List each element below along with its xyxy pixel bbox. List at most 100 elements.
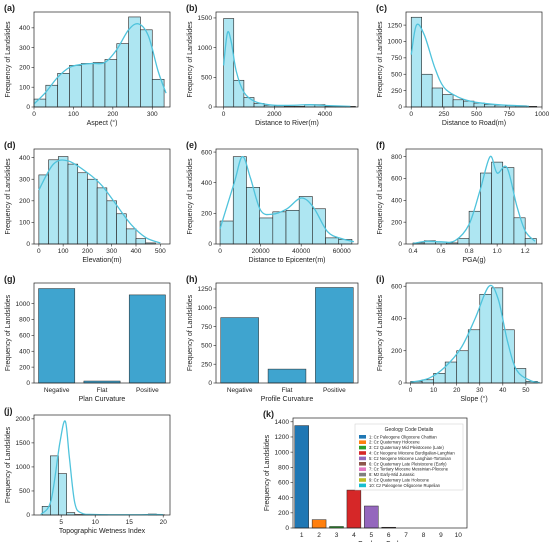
chart-i-bar: [467, 329, 481, 384]
chart-e-xtick-label: 60000: [333, 248, 351, 255]
chart-d-xtick-label: 100: [58, 248, 69, 255]
chart-k-bar: [311, 519, 327, 529]
chart-c-xtick-label: 750: [504, 111, 515, 118]
chart-e-kde-line: [219, 156, 355, 243]
chart-g-ytick-label: 0: [26, 380, 30, 387]
chart-k-legend-swatch: [359, 462, 366, 466]
chart-g-ytick-label: 800: [19, 317, 30, 324]
chart-k-xtick-label: 8: [422, 532, 426, 539]
chart-a-bar: [116, 43, 129, 108]
chart-f-ylabel: Frequency of Landslides: [377, 158, 384, 235]
chart-d-ylabel: Frequency of Landslides: [5, 158, 12, 235]
chart-k-legend-entry: 2: Cz Quaternary Holocene: [369, 440, 420, 445]
chart-d-ytick-label: 0: [26, 241, 30, 248]
chart-e-bar: [272, 211, 287, 245]
chart-a-ylabel: Frequency of Landslides: [5, 21, 12, 98]
chart-h-frame: [215, 282, 359, 384]
chart-k-legend-title: Geology Code Details: [385, 427, 434, 433]
chart-k-xtick-label: 3: [335, 532, 339, 539]
chart-g-ytick-label: 600: [19, 333, 30, 340]
chart-k-legend-box: [354, 423, 464, 491]
chart-k-ylabel: Frequency of Landslides: [264, 434, 271, 511]
chart-e-bar: [232, 156, 247, 245]
chart-h-xtick-label: Negative: [227, 387, 253, 394]
chart-h-xtick-label: Positive: [323, 387, 346, 394]
chart-c-ytick-label: 0: [398, 104, 402, 111]
chart-i-xtick-label: 50: [522, 387, 530, 394]
chart-g-ylabel: Frequency of Landslides: [5, 294, 12, 371]
chart-a-ytick-label: 200: [19, 65, 30, 72]
chart-d-panel-label: (d): [4, 140, 16, 150]
chart-c-bar: [452, 99, 464, 108]
chart-b-xtick-label: 0: [222, 111, 226, 118]
chart-d-bar: [135, 238, 147, 245]
chart-j-ytick-label: 500: [19, 488, 30, 495]
chart-k-xtick-label: 1: [300, 532, 304, 539]
chart-k-ytick-label: 800: [278, 465, 289, 472]
chart-k-legend-swatch: [359, 483, 366, 488]
chart-g-ytick-label: 400: [19, 348, 30, 355]
chart-i-xtick-label: 20: [453, 387, 461, 394]
chart-k-ytick-label: 1000: [275, 449, 290, 456]
chart-c-frame: [405, 11, 543, 108]
chart-a-xtick-label: 0: [32, 111, 36, 118]
chart-j-xtick-label: 10: [92, 519, 100, 526]
chart-a-frame: [33, 11, 171, 108]
chart-d-kde-line: [38, 159, 161, 244]
chart-d-xlabel: Elevation(m): [82, 257, 121, 264]
chart-d-xtick-label: 0: [37, 248, 41, 255]
chart-f-xtick-label: 0.6: [437, 248, 446, 255]
chart-g-xlabel: Plan Curvature: [79, 396, 126, 403]
chart-a-ytick-label: 100: [19, 84, 30, 91]
chart-d-ytick-label: 200: [19, 198, 30, 205]
chart-b-xtick-label: 4000: [318, 111, 333, 118]
chart-k-ytick-label: 1400: [275, 419, 290, 426]
chart-b-ytick-label: 1500: [198, 15, 213, 22]
chart-f-ytick-label: 200: [391, 219, 402, 226]
chart-c-xtick-label: 0: [409, 111, 413, 118]
chart-d-bar: [96, 187, 108, 245]
chart-h-ytick-label: 750: [201, 324, 212, 331]
chart-h-ylabel: Frequency of Landslides: [187, 294, 194, 371]
chart-g-xtick-label: Positive: [136, 387, 159, 394]
chart-j-ytick-label: 2000: [16, 416, 31, 423]
chart-k-legend-swatch: [359, 451, 366, 455]
chart-a-xtick-label: 100: [68, 111, 79, 118]
chart-a-xtick-label: 200: [107, 111, 118, 118]
chart-c-panel-label: (c): [376, 3, 387, 13]
chart-c-bar: [421, 73, 433, 108]
chart-a-bar: [128, 16, 141, 108]
chart-k-legend-entry: 1: Cz Paleogene Oligocene Chattian: [369, 434, 437, 439]
chart-h-bar: [315, 287, 354, 384]
chart-f-xtick-label: 0.4: [408, 248, 417, 255]
chart-k-legend-swatch: [359, 467, 366, 471]
chart-e-xlabel: Distance to Epicenter(m): [248, 257, 325, 264]
chart-f-ytick-label: 600: [391, 176, 402, 183]
chart-g-ytick-label: 200: [19, 364, 30, 371]
chart-d-ytick-label: 400: [19, 155, 30, 162]
chart-e-ytick-label: 0: [208, 241, 212, 248]
chart-k-ytick-label: 200: [278, 510, 289, 517]
chart-k-bar: [346, 489, 362, 529]
chart-c-xlabel: Distance to Road(m): [442, 120, 506, 127]
chart-j-panel-label: (j): [4, 406, 13, 416]
chart-h-ytick-label: 500: [201, 343, 212, 350]
chart-a-bar: [81, 63, 94, 108]
chart-c-ytick-label: 1000: [388, 39, 403, 46]
chart-a-ytick-label: 400: [19, 25, 30, 32]
chart-d-bar: [48, 159, 59, 245]
chart-k-legend-entry: 8: Mz Early-Mid Jurassic: [369, 472, 415, 477]
chart-k-xtick-label: 5: [369, 532, 373, 539]
chart-e-bar: [325, 237, 340, 245]
chart-b-ytick-label: 1000: [198, 45, 213, 52]
chart-h-bar: [267, 368, 307, 384]
chart-j-bar: [66, 512, 76, 516]
chart-k-ytick-label: 600: [278, 480, 289, 487]
chart-e-bar: [246, 187, 260, 245]
chart-j-xtick-label: 5: [59, 519, 63, 526]
chart-h-ytick-label: 0: [208, 380, 212, 387]
chart-d-xtick-label: 400: [131, 248, 142, 255]
chart-i-ytick-label: 400: [391, 316, 402, 323]
chart-f-bar: [457, 238, 470, 245]
chart-b-xlabel: Distance to River(m): [255, 120, 319, 127]
